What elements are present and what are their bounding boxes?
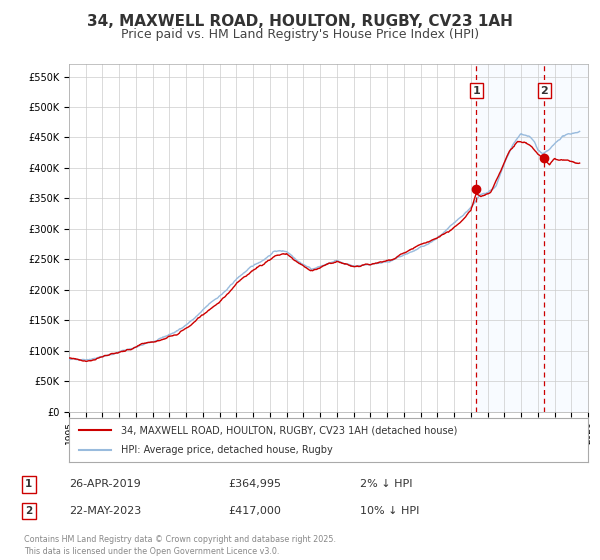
Text: 34, MAXWELL ROAD, HOULTON, RUGBY, CV23 1AH: 34, MAXWELL ROAD, HOULTON, RUGBY, CV23 1… <box>87 14 513 29</box>
Text: 26-APR-2019: 26-APR-2019 <box>69 479 141 489</box>
Bar <box>476 64 588 412</box>
Text: 2% ↓ HPI: 2% ↓ HPI <box>360 479 413 489</box>
Text: 10% ↓ HPI: 10% ↓ HPI <box>360 506 419 516</box>
Text: 34, MAXWELL ROAD, HOULTON, RUGBY, CV23 1AH (detached house): 34, MAXWELL ROAD, HOULTON, RUGBY, CV23 1… <box>121 425 457 435</box>
Text: Contains HM Land Registry data © Crown copyright and database right 2025.
This d: Contains HM Land Registry data © Crown c… <box>24 535 336 556</box>
Text: 2: 2 <box>541 86 548 96</box>
Text: 2: 2 <box>25 506 32 516</box>
Text: 22-MAY-2023: 22-MAY-2023 <box>69 506 141 516</box>
Text: £364,995: £364,995 <box>228 479 281 489</box>
Text: £417,000: £417,000 <box>228 506 281 516</box>
Text: 1: 1 <box>472 86 480 96</box>
Text: HPI: Average price, detached house, Rugby: HPI: Average price, detached house, Rugb… <box>121 445 332 455</box>
Text: 1: 1 <box>25 479 32 489</box>
Text: Price paid vs. HM Land Registry's House Price Index (HPI): Price paid vs. HM Land Registry's House … <box>121 28 479 41</box>
